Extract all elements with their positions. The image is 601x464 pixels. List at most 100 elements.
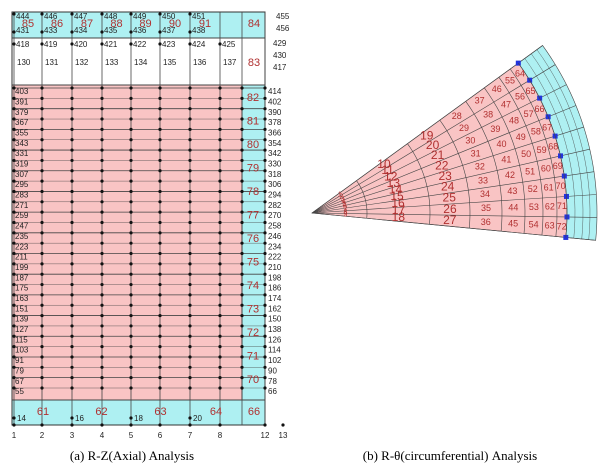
node — [129, 138, 132, 141]
node — [218, 180, 221, 183]
node-label: 318 — [268, 170, 282, 179]
element-label: 69 — [553, 161, 563, 171]
node — [263, 128, 266, 131]
element-label: 83 — [248, 57, 260, 69]
element-label: 30 — [465, 135, 475, 145]
node-label: 417 — [273, 63, 287, 72]
node — [218, 262, 221, 265]
node — [263, 376, 266, 379]
element-label: 77 — [247, 209, 259, 221]
node — [218, 159, 221, 162]
node — [70, 117, 73, 120]
node — [158, 242, 161, 245]
node — [100, 128, 103, 131]
element-label: 68 — [548, 142, 558, 152]
node — [218, 293, 221, 296]
node — [100, 86, 103, 89]
element-label: 62 — [95, 406, 107, 418]
node-label: 55 — [15, 387, 24, 396]
node — [129, 107, 132, 110]
node-label: 402 — [268, 97, 282, 106]
node — [158, 386, 161, 389]
node-label: 423 — [162, 40, 176, 49]
node-label: 13 — [279, 431, 288, 440]
node — [240, 86, 243, 89]
node — [218, 138, 221, 141]
node — [263, 107, 266, 110]
element-label: 37 — [475, 96, 485, 106]
element-label: 57 — [524, 109, 534, 119]
node-label: 456 — [276, 24, 290, 33]
node-label: 379 — [15, 108, 29, 117]
node-label: 4 — [100, 431, 105, 440]
node — [188, 117, 191, 120]
node — [218, 97, 221, 100]
node — [218, 107, 221, 110]
core-region — [12, 85, 242, 400]
element-label: 135 — [163, 58, 177, 67]
node — [218, 86, 221, 89]
node-label: 271 — [15, 201, 29, 210]
node — [158, 221, 161, 224]
node — [129, 262, 132, 265]
node-label: 20 — [193, 414, 202, 423]
node-label: 430 — [273, 51, 287, 60]
node-label: 343 — [15, 139, 29, 148]
node — [129, 242, 132, 245]
node-label: 211 — [15, 253, 28, 262]
node-label: 403 — [15, 87, 29, 96]
node-label: 246 — [268, 232, 282, 241]
node — [263, 355, 266, 358]
node — [70, 293, 73, 296]
node — [188, 304, 191, 307]
node — [158, 107, 161, 110]
node — [218, 366, 221, 369]
node — [240, 221, 243, 224]
node-label: 78 — [268, 377, 277, 386]
node — [188, 355, 191, 358]
node — [188, 416, 191, 419]
node — [218, 283, 221, 286]
element-label: 89 — [139, 18, 151, 30]
node — [70, 262, 73, 265]
element-label: 52 — [528, 184, 538, 194]
node — [70, 159, 73, 162]
node — [100, 293, 103, 296]
node — [240, 200, 243, 203]
node — [218, 117, 221, 120]
node — [263, 366, 266, 369]
element-label: 55 — [505, 75, 515, 85]
node — [70, 386, 73, 389]
node — [40, 345, 43, 348]
node — [240, 335, 243, 338]
element-label: 28 — [452, 111, 462, 121]
node — [100, 304, 103, 307]
node — [158, 262, 161, 265]
node — [129, 128, 132, 131]
node — [158, 180, 161, 183]
element-label: 61 — [544, 182, 554, 192]
node-label: 235 — [15, 232, 29, 241]
node-label: 187 — [15, 273, 29, 282]
node-label: 139 — [15, 315, 29, 324]
node — [40, 190, 43, 193]
element-label: 61 — [37, 406, 49, 418]
node — [129, 211, 132, 214]
element-label: 46 — [492, 84, 502, 94]
node — [158, 117, 161, 120]
node — [100, 231, 103, 234]
node — [40, 159, 43, 162]
node — [263, 200, 266, 203]
node — [263, 138, 266, 141]
node — [188, 366, 191, 369]
node — [129, 335, 132, 338]
element-label: 34 — [480, 189, 490, 199]
node — [70, 242, 73, 245]
element-label: 136 — [193, 58, 207, 67]
element-label: 84 — [248, 18, 260, 30]
node — [100, 180, 103, 183]
node — [218, 355, 221, 358]
node — [240, 138, 243, 141]
element-label: 33 — [478, 175, 488, 185]
node — [40, 366, 43, 369]
